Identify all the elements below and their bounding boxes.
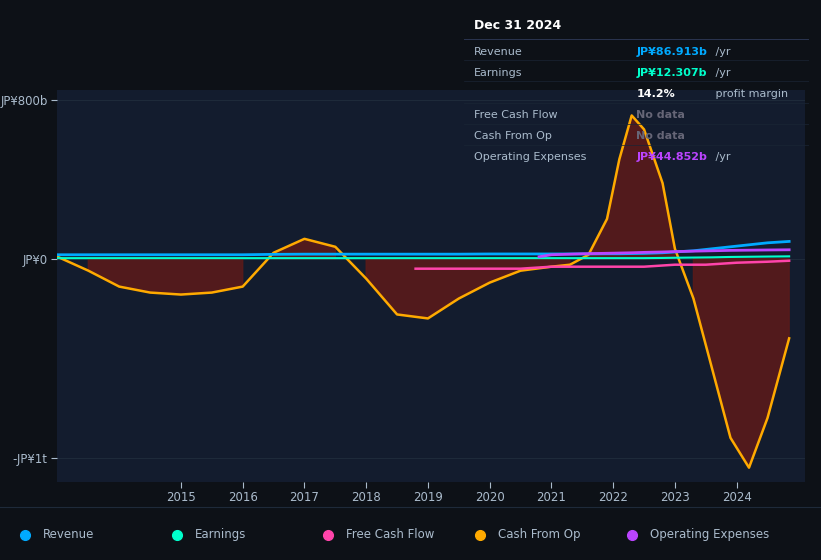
Text: No data: No data <box>636 131 686 141</box>
Text: Operating Expenses: Operating Expenses <box>475 152 586 162</box>
Text: Revenue: Revenue <box>43 528 94 542</box>
Text: Earnings: Earnings <box>195 528 246 542</box>
Text: JP¥44.852b: JP¥44.852b <box>636 152 707 162</box>
Text: Earnings: Earnings <box>475 68 523 78</box>
Text: JP¥86.913b: JP¥86.913b <box>636 47 707 57</box>
Text: /yr: /yr <box>712 152 731 162</box>
Text: 14.2%: 14.2% <box>636 89 675 99</box>
Text: No data: No data <box>636 110 686 120</box>
Text: Dec 31 2024: Dec 31 2024 <box>475 18 562 32</box>
Text: Revenue: Revenue <box>475 47 523 57</box>
Text: /yr: /yr <box>712 47 731 57</box>
Text: profit margin: profit margin <box>712 89 788 99</box>
Text: Free Cash Flow: Free Cash Flow <box>475 110 557 120</box>
Text: JP¥12.307b: JP¥12.307b <box>636 68 707 78</box>
Text: Cash From Op: Cash From Op <box>475 131 552 141</box>
Text: Free Cash Flow: Free Cash Flow <box>346 528 435 542</box>
Text: Cash From Op: Cash From Op <box>498 528 580 542</box>
Text: /yr: /yr <box>712 68 731 78</box>
Text: Operating Expenses: Operating Expenses <box>650 528 769 542</box>
